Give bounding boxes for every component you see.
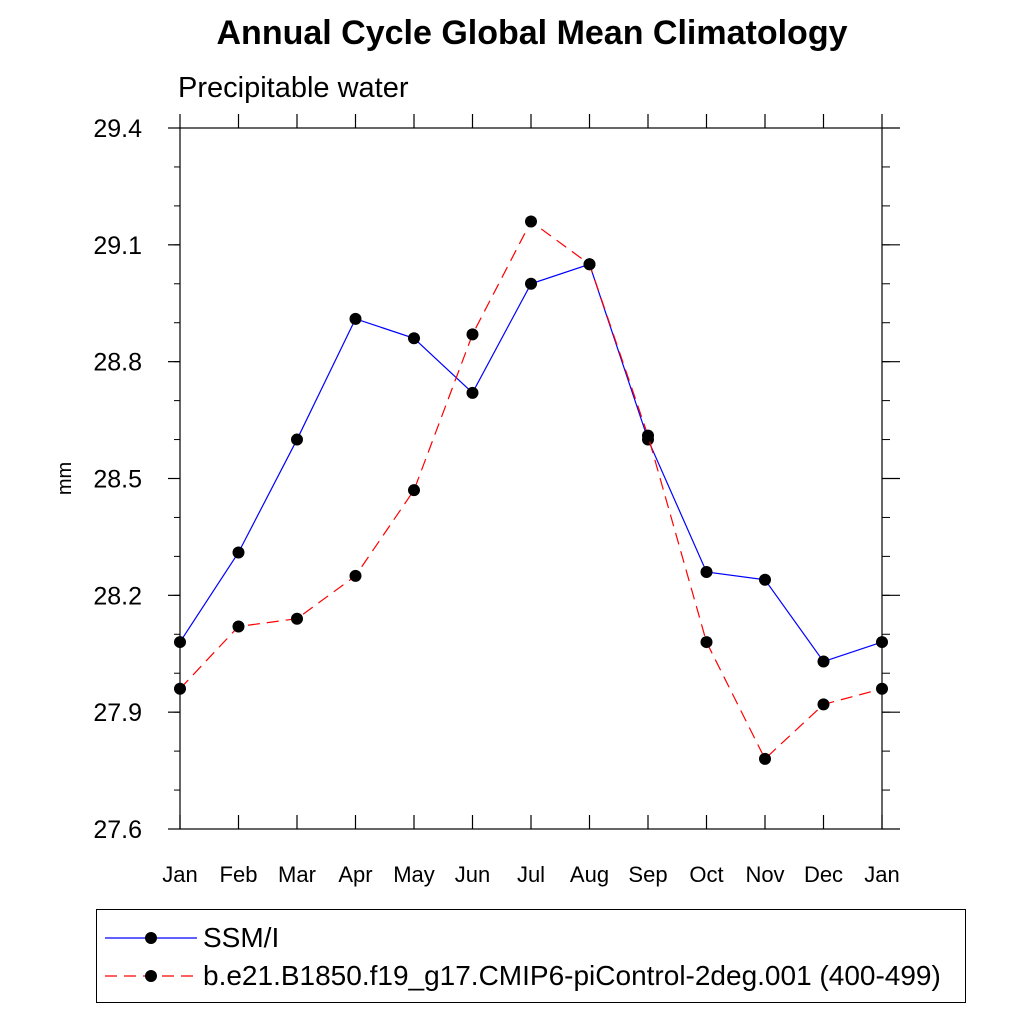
legend-item-model: b.e21.B1850.f19_g17.CMIP6-piControl-2deg… — [97, 958, 965, 994]
series-1-point — [232, 620, 245, 633]
x-tick-label: May — [393, 862, 435, 887]
y-tick-label: 29.1 — [93, 232, 142, 260]
chart-title: Annual Cycle Global Mean Climatology — [216, 14, 848, 52]
series-0-point — [817, 655, 830, 668]
x-tick-label: Sep — [628, 862, 667, 887]
legend-swatch-ssmi — [105, 932, 197, 944]
series-1-point — [642, 429, 654, 442]
series-1-point — [700, 636, 713, 649]
legend-swatch-model — [105, 970, 197, 982]
plot-frame — [179, 127, 883, 830]
series-0-point — [876, 636, 888, 649]
x-tick-label: Nov — [745, 862, 784, 887]
legend: SSM/I b.e21.B1850.f19_g17.CMIP6-piContro… — [96, 909, 966, 1003]
series-1-point — [408, 484, 420, 497]
legend-label-model: b.e21.B1850.f19_g17.CMIP6-piControl-2deg… — [203, 960, 941, 991]
x-tick-label: Jul — [517, 862, 545, 887]
series-1-point — [876, 682, 888, 695]
series-0-point — [525, 277, 537, 290]
series-1-point — [525, 215, 537, 228]
series-1-point — [759, 752, 771, 765]
y-axis-title: mm — [54, 462, 76, 495]
x-tick-label: Dec — [804, 862, 843, 887]
series-0-point — [291, 433, 303, 446]
x-tick-label: Mar — [278, 862, 316, 887]
legend-label-ssmi: SSM/I — [203, 922, 280, 953]
x-tick-label: Jan — [864, 862, 899, 887]
x-tick-label: Jan — [162, 862, 197, 887]
series-1-point — [349, 569, 362, 582]
series-0-point — [759, 573, 771, 586]
legend-item-ssmi: SSM/I — [97, 920, 965, 956]
series-0-point — [174, 636, 186, 649]
series-1-point — [466, 328, 479, 341]
series-line-0 — [179, 263, 883, 663]
y-tick-label: 28.8 — [93, 349, 142, 377]
series-1-point — [817, 698, 830, 711]
x-tick-label: Feb — [220, 862, 258, 887]
y-tick-label: 29.4 — [93, 115, 142, 143]
series-1-point — [174, 682, 186, 695]
y-tick-label: 28.2 — [93, 582, 142, 610]
series-0-point — [408, 332, 420, 345]
x-tick-label: Aug — [570, 862, 609, 887]
y-tick-label: 27.6 — [93, 816, 142, 844]
y-tick-label: 27.9 — [93, 699, 142, 727]
series-0-point — [232, 546, 245, 559]
x-tick-label: Oct — [689, 862, 723, 887]
series-1-point — [291, 612, 303, 625]
series-0-point — [700, 565, 713, 578]
series-1-point — [583, 258, 596, 271]
chart-subtitle: Precipitable water — [178, 72, 409, 104]
x-tick-label: Jun — [455, 862, 490, 887]
series-0-point — [349, 312, 362, 325]
y-tick-label: 28.5 — [93, 466, 142, 494]
series-line-1 — [179, 220, 883, 760]
x-tick-label: Apr — [338, 862, 372, 887]
series-0-point — [466, 386, 479, 399]
